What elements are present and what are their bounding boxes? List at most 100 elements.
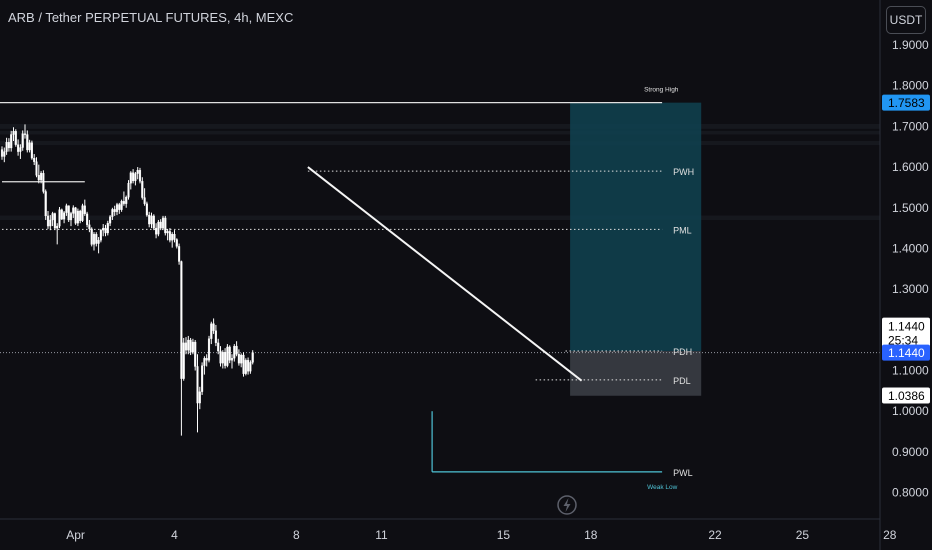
candle-up [129, 172, 132, 184]
candle-down [214, 330, 217, 344]
candle-down [152, 215, 155, 229]
candle-down [88, 224, 91, 230]
candle-up [49, 219, 52, 227]
y-tick-label: 1.6000 [892, 160, 929, 174]
candle-down [35, 161, 38, 176]
candle-down [224, 352, 227, 366]
y-tick-label: 1.7000 [892, 119, 929, 133]
candle-up [207, 338, 211, 361]
weak-low-label: Weak Low [647, 484, 678, 491]
y-tick-label: 1.4000 [892, 241, 929, 255]
candle-up [171, 234, 174, 241]
current-price-label: 1.1440 [888, 346, 925, 360]
y-tick-label: 1.0000 [892, 404, 929, 418]
candle-up [210, 323, 213, 339]
candle-up [127, 183, 130, 198]
candle-down [42, 173, 45, 192]
target-zone [570, 102, 702, 351]
candle-up [69, 213, 73, 221]
candle-down [217, 342, 220, 352]
candle-up [99, 229, 102, 241]
candle-down [132, 172, 135, 182]
chart-title: ARB / Tether PERPETUAL FUTURES, 4h, MEXC [8, 10, 294, 25]
candle-up [12, 131, 15, 135]
candle-up [51, 213, 54, 221]
candle-down [0, 149, 4, 157]
candle-down [228, 346, 231, 361]
x-tick-label: 22 [708, 528, 722, 542]
candle-up [233, 345, 236, 359]
candle-down [175, 239, 178, 247]
candle-up [58, 209, 61, 227]
x-tick-label: 25 [796, 528, 810, 542]
candle-down [196, 366, 199, 404]
candle-up [92, 234, 96, 245]
candle-down [44, 191, 47, 217]
strong-high-price-label-box [882, 94, 930, 111]
stop-price-label: 1.0386 [888, 389, 925, 403]
y-tick-label: 1.8000 [892, 79, 929, 93]
stop-price-label-box [882, 387, 930, 404]
x-tick-label: 8 [293, 528, 300, 542]
candle-down [219, 350, 222, 364]
candle-up [21, 133, 24, 148]
candle-up [102, 227, 105, 231]
candle-up [56, 225, 59, 229]
candle-down [168, 231, 171, 241]
candle-up [249, 362, 252, 372]
candle-up [226, 346, 229, 366]
countdown-text: 25:34 [888, 334, 918, 348]
candle-up [19, 147, 22, 152]
x-tick-label: 11 [375, 528, 388, 542]
candle-down [145, 203, 148, 216]
trendline [307, 166, 583, 382]
currency-button[interactable]: USDT [886, 6, 926, 34]
candle-up [161, 217, 165, 229]
candle-down [46, 215, 50, 227]
candle-up [166, 231, 169, 234]
candle-up [221, 352, 224, 364]
candle-down [113, 209, 116, 212]
candle-up [97, 240, 100, 244]
candle-up [3, 151, 6, 157]
candle-down [83, 205, 86, 215]
candle-down [122, 201, 125, 204]
strong-high-price-label: 1.7583 [888, 96, 925, 110]
candle-up [187, 339, 190, 351]
y-tick-label: 1.5000 [892, 201, 929, 215]
candle-up [191, 341, 194, 353]
candle-down [155, 227, 158, 235]
candle-down [184, 342, 188, 351]
candle-up [65, 205, 68, 213]
x-tick-label: 15 [497, 528, 511, 542]
candle-up [244, 360, 247, 374]
lightning-icon[interactable] [557, 495, 577, 515]
y-tick-label: 0.8000 [892, 486, 929, 500]
candle-down [141, 181, 144, 198]
candle-down [173, 234, 176, 240]
candle-down [90, 228, 93, 245]
y-tick-label: 1.1000 [892, 364, 929, 378]
candle-down [95, 234, 98, 244]
candle-down [242, 354, 245, 374]
last-price-box [882, 317, 930, 348]
candle-up [120, 201, 123, 210]
candle-down [30, 142, 33, 159]
candle-down [37, 175, 40, 181]
candle-down [33, 157, 36, 162]
candle-up [72, 207, 75, 214]
candle-down [14, 131, 17, 145]
candle-up [10, 134, 13, 149]
level-label-pml: PML [673, 225, 692, 235]
candle-up [240, 354, 243, 364]
resistance-band [0, 141, 880, 146]
level-label-pwh: PWH [673, 167, 694, 177]
candle-down [7, 142, 10, 149]
candle-up [251, 352, 254, 363]
x-tick-label: 18 [584, 528, 598, 542]
candle-up [111, 209, 114, 217]
candle-up [125, 197, 128, 204]
x-tick-label: Apr [66, 528, 85, 542]
resistance-band [0, 123, 880, 129]
